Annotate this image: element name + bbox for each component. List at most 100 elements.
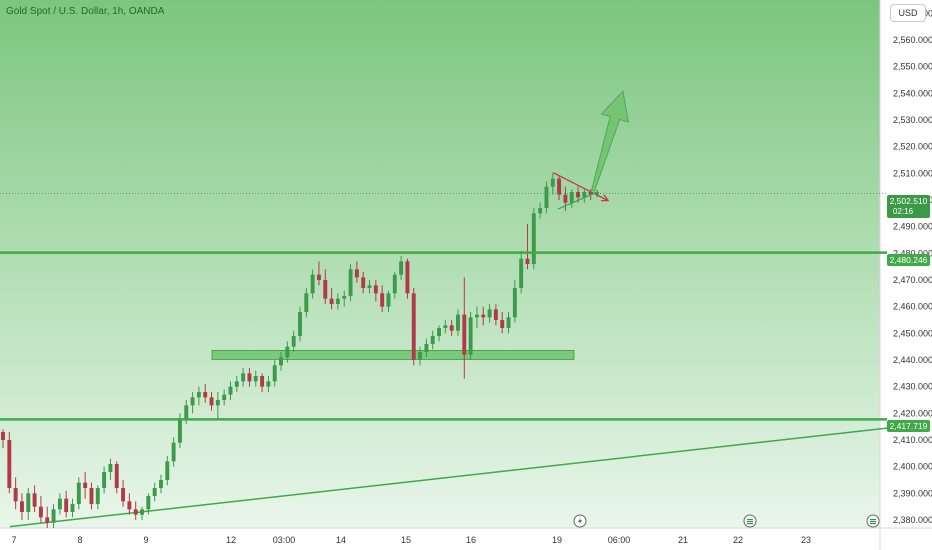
candle [354,261,359,283]
candle [279,352,284,371]
candle [399,256,404,280]
candle [512,280,517,323]
candle [159,474,163,494]
candle [557,176,562,200]
candle [51,504,56,528]
x-tick-label: 22 [733,535,743,545]
candle [582,189,587,203]
candle [1,429,5,448]
y-tick-label: 2,410.000 [893,435,932,445]
countdown-text: 02:16 [893,207,914,216]
y-tick-label: 2,420.000 [893,408,932,418]
candle [531,208,536,270]
current-price-label: 2,502.510 02:16 [887,195,930,218]
y-tick-label: 2,480.000 [893,248,932,258]
candle [437,325,441,342]
currency-button[interactable]: USD [890,4,926,22]
candle [342,290,347,307]
candle [260,373,265,392]
candle [228,381,233,400]
candle [468,312,473,360]
candle [209,392,214,411]
x-tick-label: 23 [801,535,811,545]
candle [506,312,511,334]
y-tick-label: 2,440.000 [893,355,932,365]
candle [95,485,100,510]
candle [462,277,467,379]
candle [64,490,69,518]
x-tick-label: 21 [678,535,688,545]
candle [32,485,37,512]
candle [380,285,385,312]
y-tick-label: 2,530.000 [893,115,932,125]
x-tick-label: 7 [11,535,16,545]
y-tick-label: 2,560.000 [893,35,932,45]
candle [487,304,492,323]
candle [70,498,75,518]
candle [190,392,195,414]
candle [348,264,353,302]
candle [424,338,429,358]
candle [146,493,151,515]
y-tick-label: 2,390.000 [893,488,932,498]
triangle-upper-arrowhead [600,194,610,202]
level-label-upper-text: 2,480.246 [890,255,928,265]
candle [272,360,277,387]
y-tick-label: 2,380.000 [893,515,932,525]
candle [474,306,479,328]
trendline-layer [9,427,889,528]
x-axis: 7 8 9 12 03:00 14 15 16 19 06:00 21 22 23 [11,535,811,545]
y-tick-label: 2,540.000 [893,88,932,98]
candle [316,261,321,286]
candle [152,482,157,502]
x-tick-label: 12 [226,535,236,545]
candle [310,269,315,299]
candle [26,488,31,520]
triangle-lower-line [557,191,599,210]
y-tick-label: 2,460.000 [893,302,932,312]
price-labels: 2,480.246 2,417.719 2,502.510 02:16 [887,195,930,432]
y-tick-label: 2,430.000 [893,382,932,392]
candle [525,224,530,270]
candle [304,288,309,318]
candle [550,173,555,195]
current-price-text: 2,502.510 [890,196,928,206]
candle [247,368,252,387]
horizontal-levels-layer [0,192,887,421]
triangle-upper-line [552,171,609,202]
candle [203,384,208,403]
x-tick-label: 9 [143,535,148,545]
candle [323,269,328,304]
candle [45,506,50,528]
candle [449,320,454,336]
candle [165,456,170,486]
candle [569,189,574,208]
candle [19,493,24,520]
candle [253,370,258,387]
support-zone-layer [211,349,575,360]
candle [133,501,138,520]
candle [38,496,43,523]
lightning-icon[interactable] [573,514,587,528]
support-zone [211,349,575,360]
economic-event-icon[interactable] [743,514,757,528]
x-tick-label: 8 [77,535,82,545]
candle [140,506,144,520]
candle [196,386,201,406]
candle [481,306,486,326]
drawings-layer [552,90,629,210]
candle [83,472,88,499]
candle [7,432,12,494]
level-label-lower: 2,417.719 [887,420,930,432]
candles-layer [1,173,599,528]
x-tick-label: 06:00 [608,535,631,545]
candle [335,293,340,310]
candle [285,341,290,363]
y-tick-label: 2,450.000 [893,328,932,338]
y-tick-label: 2,510.000 [893,168,932,178]
economic-event-icon-2[interactable] [866,514,880,528]
y-tick-label: 2,520.000 [893,142,932,152]
x-tick-label: 15 [401,535,411,545]
